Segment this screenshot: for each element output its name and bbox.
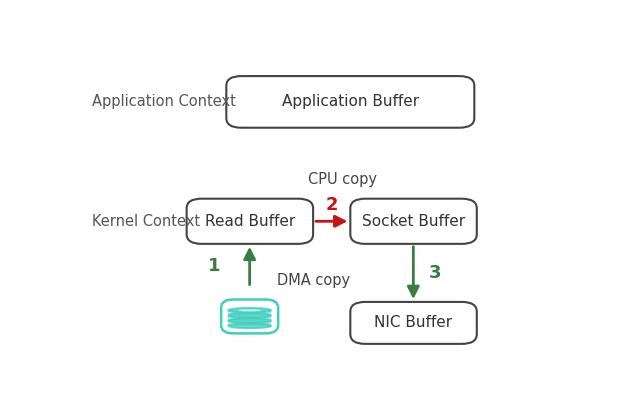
Text: 3: 3 (428, 264, 441, 282)
Ellipse shape (228, 323, 271, 328)
FancyBboxPatch shape (227, 76, 474, 128)
Ellipse shape (238, 309, 261, 311)
Text: Application Buffer: Application Buffer (282, 94, 419, 109)
FancyBboxPatch shape (228, 316, 271, 321)
Text: Read Buffer: Read Buffer (205, 214, 295, 229)
FancyBboxPatch shape (228, 310, 271, 316)
Text: DMA copy: DMA copy (276, 274, 349, 288)
Text: Socket Buffer: Socket Buffer (362, 214, 465, 229)
Ellipse shape (228, 308, 271, 313)
Ellipse shape (228, 318, 271, 323)
Text: CPU copy: CPU copy (308, 172, 378, 187)
Text: 2: 2 (326, 196, 338, 214)
FancyBboxPatch shape (187, 199, 313, 244)
FancyBboxPatch shape (350, 199, 477, 244)
FancyBboxPatch shape (350, 302, 477, 344)
Ellipse shape (228, 313, 271, 318)
FancyBboxPatch shape (221, 300, 278, 334)
Text: Application Context: Application Context (92, 94, 236, 109)
Text: NIC Buffer: NIC Buffer (374, 316, 452, 331)
Text: 1: 1 (207, 257, 220, 275)
FancyBboxPatch shape (228, 321, 271, 326)
Text: Kernel Context: Kernel Context (92, 214, 200, 229)
